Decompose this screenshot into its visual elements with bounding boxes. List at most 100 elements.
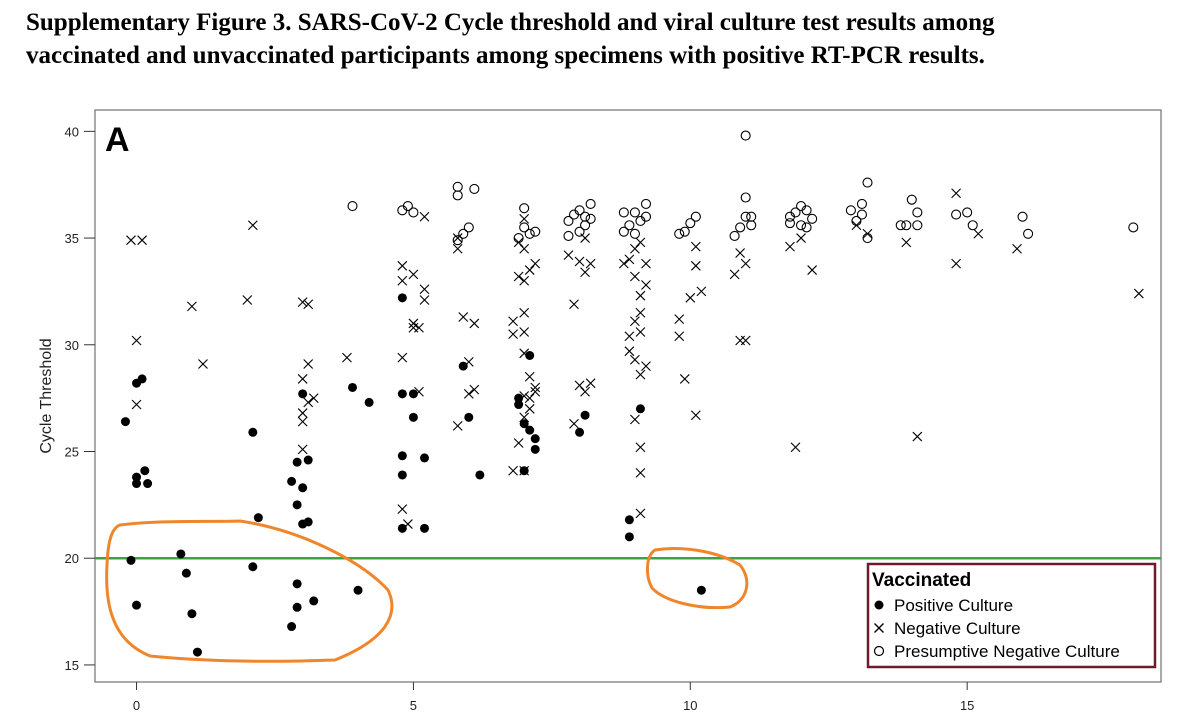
- point-negative-culture: [630, 243, 640, 254]
- point-negative-culture: [419, 295, 430, 305]
- point-positive-culture: [287, 476, 297, 486]
- point-negative-culture: [452, 243, 463, 254]
- point-presumptive-negative: [740, 211, 751, 222]
- point-negative-culture: [297, 408, 308, 418]
- point-positive-culture: [525, 425, 535, 435]
- point-presumptive-negative: [740, 130, 751, 141]
- point-positive-culture: [397, 389, 407, 399]
- point-negative-culture: [397, 260, 408, 271]
- point-positive-culture: [176, 549, 186, 559]
- point-negative-culture: [137, 235, 147, 246]
- point-negative-culture: [630, 271, 640, 282]
- point-presumptive-negative: [580, 211, 591, 222]
- point-presumptive-negative: [746, 211, 757, 222]
- point-presumptive-negative: [618, 207, 629, 218]
- panel-letter: A: [105, 121, 130, 159]
- point-positive-culture: [514, 400, 524, 410]
- point-negative-culture: [524, 265, 535, 275]
- point-negative-culture: [519, 275, 530, 286]
- series-x: [126, 188, 1144, 529]
- point-negative-culture: [247, 220, 258, 231]
- point-presumptive-negative: [912, 220, 923, 231]
- point-negative-culture: [303, 299, 314, 310]
- legend-label-presumptive: Presumptive Negative Culture: [894, 642, 1120, 661]
- y-tick-label: 40: [65, 124, 79, 139]
- point-presumptive-negative: [674, 228, 685, 239]
- x-tick-label: 10: [683, 698, 697, 713]
- point-positive-culture: [397, 470, 407, 480]
- x-tick-label: 15: [960, 698, 974, 713]
- point-presumptive-negative: [790, 207, 801, 218]
- point-presumptive-negative: [1023, 228, 1034, 239]
- point-presumptive-negative: [347, 200, 358, 212]
- point-negative-culture: [1012, 243, 1022, 254]
- point-negative-culture: [198, 359, 208, 369]
- point-positive-culture: [292, 457, 302, 467]
- point-presumptive-negative: [856, 198, 868, 209]
- point-positive-culture: [635, 404, 645, 414]
- point-positive-culture: [126, 555, 136, 565]
- point-positive-culture: [458, 361, 468, 371]
- point-positive-culture: [248, 562, 258, 572]
- point-negative-culture: [530, 386, 541, 397]
- point-negative-culture: [580, 386, 590, 397]
- point-presumptive-negative: [962, 207, 973, 218]
- series-open-circle: [347, 130, 1139, 246]
- point-negative-culture: [131, 399, 142, 410]
- point-presumptive-negative: [408, 207, 419, 218]
- point-presumptive-negative: [629, 228, 640, 239]
- point-negative-culture: [569, 299, 579, 310]
- point-positive-culture: [397, 451, 407, 461]
- point-presumptive-negative: [574, 205, 585, 216]
- axes: 15 20 25 30 35 40 0 5 10 15: [65, 124, 975, 713]
- point-negative-culture: [635, 369, 646, 380]
- point-negative-culture: [297, 297, 308, 307]
- point-negative-culture: [674, 314, 685, 325]
- x-tick-label: 0: [133, 698, 140, 713]
- annotation-outline-day10: [646, 547, 749, 610]
- point-presumptive-negative: [729, 230, 740, 241]
- point-negative-culture: [624, 346, 635, 357]
- point-negative-culture: [679, 374, 690, 384]
- point-presumptive-negative: [845, 205, 856, 216]
- legend-title: Vaccinated: [872, 570, 971, 591]
- point-negative-culture: [303, 359, 314, 369]
- point-negative-culture: [580, 267, 590, 278]
- point-presumptive-negative: [735, 222, 746, 233]
- point-negative-culture: [624, 254, 635, 265]
- point-negative-culture: [519, 465, 530, 476]
- point-presumptive-negative: [967, 220, 978, 231]
- point-negative-culture: [796, 233, 806, 243]
- caption-line-2: vaccinated and unvaccinated participants…: [26, 42, 985, 69]
- point-negative-culture: [452, 233, 463, 243]
- y-tick-label: 15: [65, 658, 79, 673]
- point-negative-culture: [569, 418, 579, 429]
- point-negative-culture: [508, 329, 518, 339]
- point-negative-culture: [519, 213, 530, 224]
- annotation-outline-early: [105, 519, 394, 663]
- point-negative-culture: [585, 378, 596, 389]
- x-tick-label: 5: [410, 698, 417, 713]
- point-negative-culture: [419, 284, 430, 295]
- point-negative-culture: [674, 331, 685, 342]
- point-positive-culture: [348, 382, 358, 392]
- point-presumptive-negative: [563, 215, 574, 227]
- point-negative-culture: [901, 237, 912, 248]
- point-negative-culture: [635, 508, 646, 519]
- point-positive-culture: [181, 568, 191, 578]
- point-positive-culture: [525, 350, 535, 360]
- point-negative-culture: [126, 235, 136, 246]
- point-negative-culture: [513, 438, 524, 448]
- point-presumptive-negative: [685, 218, 696, 229]
- point-negative-culture: [740, 335, 751, 346]
- point-positive-culture: [292, 602, 302, 612]
- legend-label-negative: Negative Culture: [894, 619, 1021, 638]
- point-negative-culture: [740, 258, 751, 269]
- point-presumptive-negative: [906, 194, 917, 205]
- point-positive-culture: [132, 479, 142, 489]
- point-positive-culture: [696, 585, 706, 595]
- point-presumptive-negative: [618, 226, 629, 237]
- point-positive-culture: [464, 412, 474, 422]
- point-presumptive-negative: [1128, 222, 1139, 233]
